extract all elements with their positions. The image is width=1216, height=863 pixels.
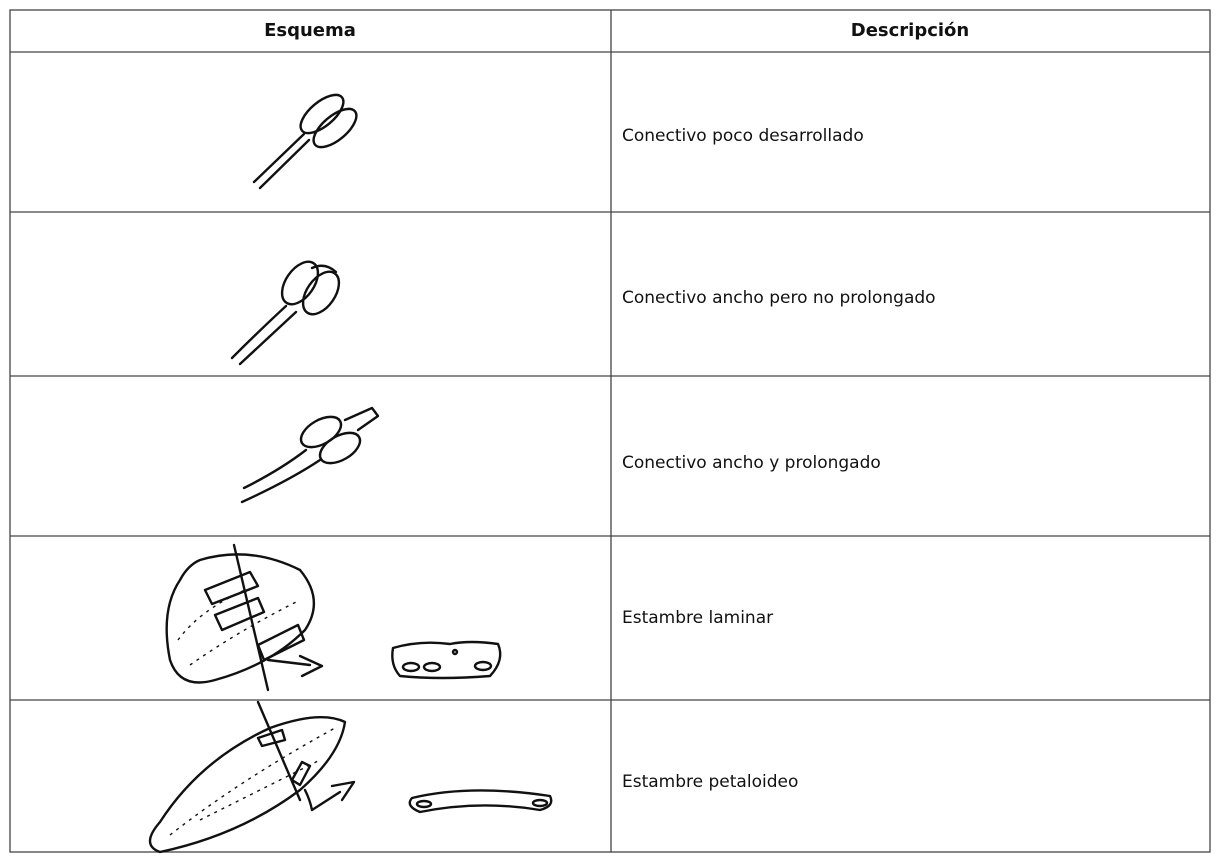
table-grid [9,9,1211,853]
sketch-stamen [230,260,341,366]
sketch-stamen [240,406,380,504]
description-cell: Conectivo ancho pero no prolongado [622,288,936,308]
description-cell: Conectivo poco desarrollado [622,126,864,146]
sketch-stamen [252,93,358,190]
header-cell: Esquema [264,20,356,41]
sketch-dots [177,589,301,666]
table-border [9,9,1211,853]
sketch-petaloid [148,700,553,854]
description-cell: Conectivo ancho y prolongado [622,453,881,473]
sketch-laminar [165,543,502,692]
header-cell: Descripción [851,20,970,41]
description-cell: Estambre laminar [622,608,773,628]
description-cell: Estambre petaloideo [622,772,798,792]
